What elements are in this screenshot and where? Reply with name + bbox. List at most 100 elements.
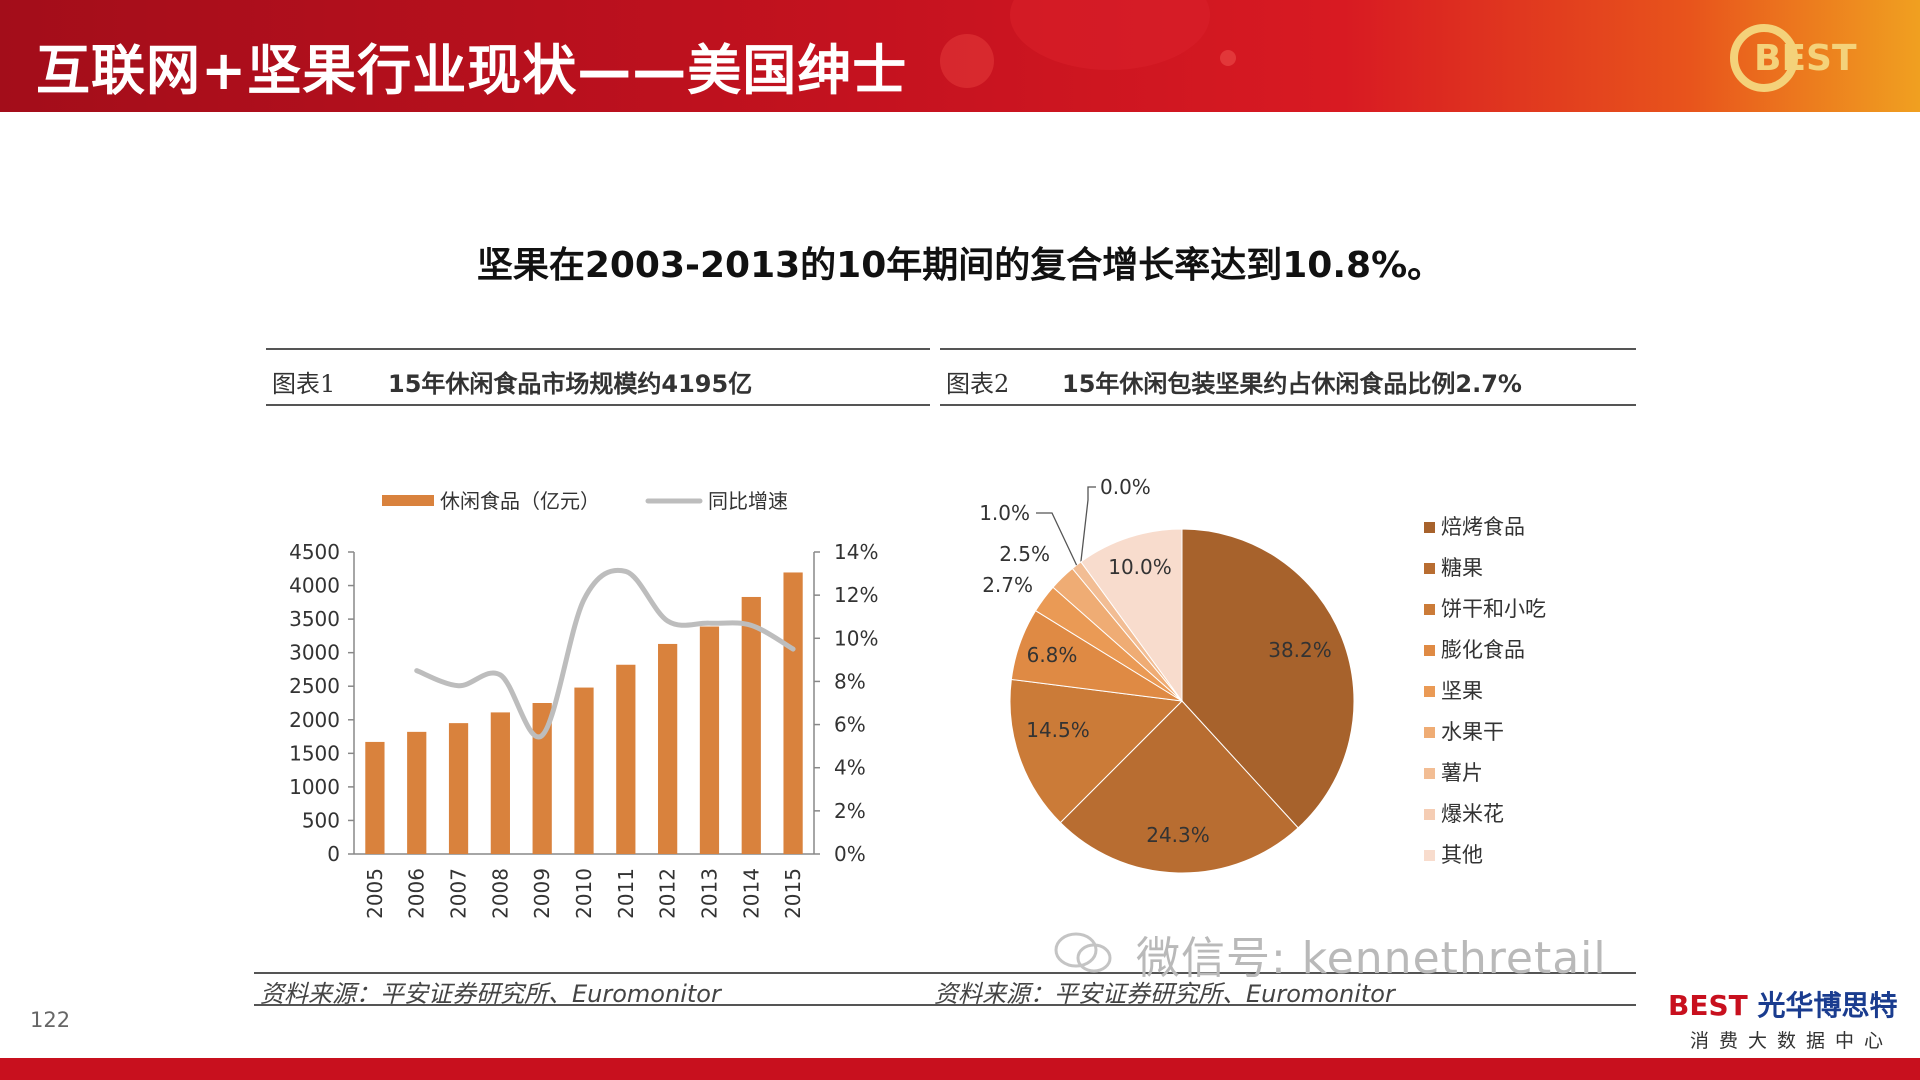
x-tick-label: 2007 <box>447 868 471 919</box>
bar-2014 <box>741 596 761 854</box>
panel1-bottom-rule <box>266 404 930 406</box>
x-tick-label: 2012 <box>656 868 680 919</box>
legend-label-bars: 休闲食品（亿元） <box>440 489 600 513</box>
y-left-tick-label: 4500 <box>289 540 340 564</box>
y-left-tick-label: 3500 <box>289 607 340 631</box>
bar-2010 <box>574 687 594 854</box>
panel1-title: 15年休闲食品市场规模约4195亿 <box>388 370 753 398</box>
x-tick-label: 2005 <box>363 868 387 919</box>
y-left-tick-label: 1500 <box>289 741 340 765</box>
x-tick-label: 2011 <box>614 868 638 919</box>
header-decoration <box>1220 50 1236 66</box>
panel1-top-rule <box>266 348 930 350</box>
pie-slice-其他 <box>1080 528 1183 703</box>
legend-swatch-糖果 <box>1424 563 1435 574</box>
pie-label-饼干和小吃: 14.5% <box>1026 718 1090 742</box>
page-number: 122 <box>30 1008 71 1032</box>
brand-mark-text: BEST <box>1668 989 1748 1022</box>
pie-slice-饼干和小吃 <box>1009 678 1184 824</box>
y-left-tick-label: 1000 <box>289 775 340 799</box>
y-left-tick-label: 4000 <box>289 574 340 598</box>
legend-label-其他: 其他 <box>1441 843 1483 867</box>
svg-text:BEST: BEST <box>1754 38 1857 79</box>
legend-swatch-水果干 <box>1424 727 1435 738</box>
bar-2008 <box>490 712 510 854</box>
bar-2009 <box>532 703 552 854</box>
x-tick-label: 2006 <box>405 868 429 919</box>
source-top-rule <box>254 972 1636 974</box>
x-tick-label: 2008 <box>488 868 512 919</box>
legend-swatch-焙烤食品 <box>1424 522 1435 533</box>
footer-bar <box>0 1058 1920 1080</box>
bar-2012 <box>658 643 678 854</box>
header-banner: 互联网+坚果行业现状——美国绅士 BEST <box>0 0 1920 112</box>
brand-name: 光华博思特 <box>1757 989 1898 1022</box>
source-bottom-rule <box>254 1004 1636 1006</box>
legend-label-糖果: 糖果 <box>1441 556 1483 580</box>
y-left-tick-label: 0 <box>327 842 340 866</box>
y-right-tick-label: 12% <box>834 583 878 607</box>
pie-slice-焙烤食品 <box>1181 528 1355 829</box>
pie-label-糖果: 24.3% <box>1146 823 1210 847</box>
brand-subtitle: 消费大数据中心 <box>1690 1030 1894 1052</box>
x-tick-label: 2013 <box>697 868 721 919</box>
watermark: 微信号: kennethretail <box>1136 933 1607 984</box>
legend-label-水果干: 水果干 <box>1441 720 1504 744</box>
panel2-label: 图表2 <box>946 370 1010 398</box>
page-title: 互联网+坚果行业现状——美国绅士 <box>36 39 908 102</box>
bar-2005 <box>365 741 385 854</box>
legend-swatch-爆米花 <box>1424 809 1435 820</box>
pie-label-其他: 10.0% <box>1108 555 1172 579</box>
panel2-title: 15年休闲包装坚果约占休闲食品比例2.7% <box>1062 370 1522 398</box>
bar-2015 <box>783 572 803 854</box>
legend-label-薯片: 薯片 <box>1441 761 1483 785</box>
y-left-tick-label: 2000 <box>289 708 340 732</box>
pie-label-膨化食品: 6.8% <box>1027 643 1078 667</box>
headline: 坚果在2003-2013的10年期间的复合增长率达到10.8%。 <box>476 245 1444 286</box>
bar-2007 <box>448 723 469 854</box>
panel1-label: 图表1 <box>272 370 336 398</box>
pie-label-焙烤食品: 38.2% <box>1268 638 1332 662</box>
legend-label-坚果: 坚果 <box>1441 679 1483 703</box>
legend-label-膨化食品: 膨化食品 <box>1441 638 1525 662</box>
bar-2006 <box>407 731 427 854</box>
y-right-tick-label: 2% <box>834 799 866 823</box>
legend-label-饼干和小吃: 饼干和小吃 <box>1441 597 1546 621</box>
y-left-tick-label: 2500 <box>289 674 340 698</box>
panel2-top-rule <box>940 348 1636 350</box>
y-right-tick-label: 10% <box>834 626 878 650</box>
legend-swatch-膨化食品 <box>1424 645 1435 656</box>
y-left-tick-label: 500 <box>302 808 340 832</box>
growth-rate-line <box>414 567 796 740</box>
panel2-source: 资料来源：平安证券研究所、Euromonitor <box>934 980 1395 1008</box>
bar-2013 <box>699 626 720 854</box>
pie-leader-line <box>1036 512 1078 566</box>
legend-swatch-坚果 <box>1424 686 1435 697</box>
bar-2011 <box>616 664 636 854</box>
legend-label-焙烤食品: 焙烤食品 <box>1441 515 1525 539</box>
x-tick-label: 2010 <box>572 868 596 919</box>
best-logo-icon: BEST <box>1730 24 1857 92</box>
y-right-tick-label: 6% <box>834 713 866 737</box>
x-tick-label: 2014 <box>739 868 763 919</box>
pie-label-薯片: 1.0% <box>979 501 1030 525</box>
x-tick-label: 2015 <box>781 868 805 919</box>
header-decoration <box>940 34 994 88</box>
y-right-tick-label: 0% <box>834 842 866 866</box>
pie-leader-line <box>1080 486 1096 562</box>
legend-swatch-其他 <box>1424 850 1435 861</box>
panel2-bottom-rule <box>940 404 1636 406</box>
y-right-tick-label: 8% <box>834 669 866 693</box>
panel1-source: 资料来源：平安证券研究所、Euromonitor <box>260 980 721 1008</box>
y-right-tick-label: 4% <box>834 756 866 780</box>
pie-label-水果干: 2.5% <box>999 542 1050 566</box>
y-right-tick-label: 14% <box>834 540 878 564</box>
pie-label-爆米花: 0.0% <box>1100 475 1151 499</box>
pie-slice-糖果 <box>1059 700 1299 874</box>
legend-swatch-bars <box>382 495 434 506</box>
y-left-tick-label: 3000 <box>289 641 340 665</box>
legend-swatch-饼干和小吃 <box>1424 604 1435 615</box>
pie-label-坚果: 2.7% <box>982 573 1033 597</box>
legend-swatch-薯片 <box>1424 768 1435 779</box>
legend-label-line: 同比增速 <box>708 489 788 513</box>
